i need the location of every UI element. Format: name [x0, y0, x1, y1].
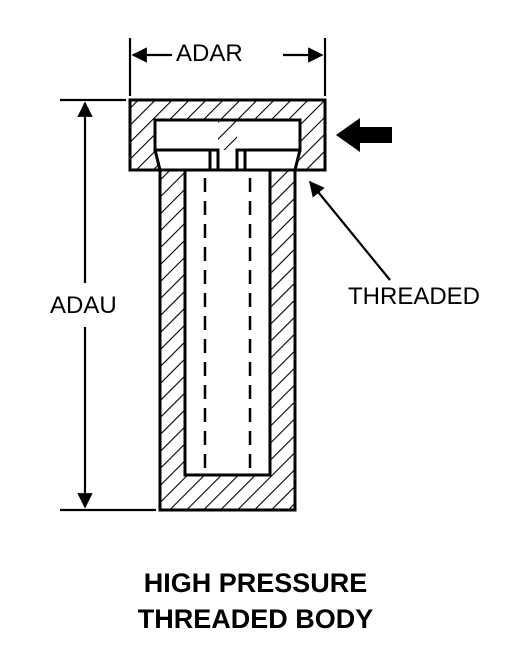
diagram-svg	[0, 0, 511, 664]
figure-title-line2: THREADED BODY	[0, 604, 511, 635]
diagram-canvas: ADAR ADAU THREADED HIGH PRESSURE THREADE…	[0, 0, 511, 664]
figure-title-line1: HIGH PRESSURE	[0, 568, 511, 599]
dimension-label-adau: ADAU	[50, 292, 117, 320]
input-arrow-icon	[336, 118, 392, 152]
dimension-label-adar: ADAR	[176, 40, 243, 68]
annotation-threaded: THREADED	[348, 283, 480, 311]
